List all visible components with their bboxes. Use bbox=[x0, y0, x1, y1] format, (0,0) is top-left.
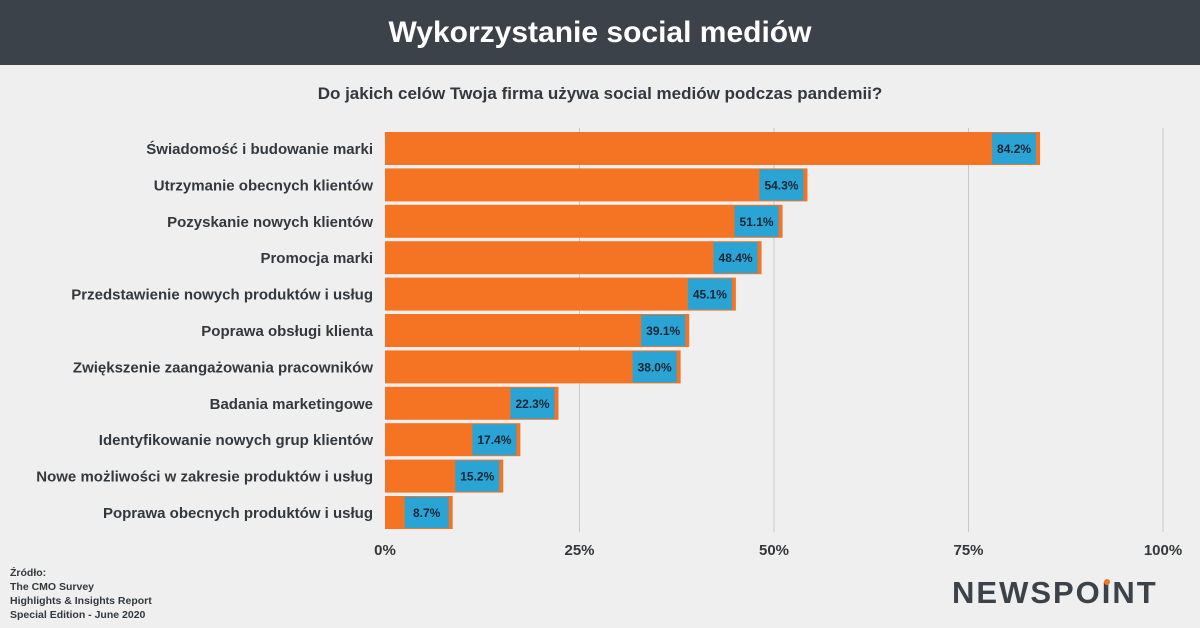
value-label-5: 39.1% bbox=[646, 324, 680, 338]
value-label-1: 54.3% bbox=[764, 178, 798, 192]
category-label-0: Świadomość i budowanie marki bbox=[146, 140, 373, 158]
category-label-3: Promocja marki bbox=[260, 250, 373, 267]
value-label-bg-9 bbox=[455, 460, 500, 492]
value-label-6: 38.0% bbox=[638, 360, 672, 374]
chart-title: Wykorzystanie social mediów bbox=[388, 15, 812, 49]
x-tick-label-0: 0% bbox=[374, 542, 396, 559]
value-label-8: 17.4% bbox=[477, 433, 511, 447]
value-label-bg-1 bbox=[759, 169, 804, 201]
logo-accent-dot bbox=[1104, 579, 1111, 585]
category-label-5: Poprawa obsługi klienta bbox=[201, 323, 373, 340]
category-label-4: Przedstawienie nowych produktów i usług bbox=[71, 287, 373, 304]
source-note: Źródło: The CMO Survey Highlights & Insi… bbox=[10, 566, 152, 622]
category-label-1: Utrzymanie obecnych klientów bbox=[154, 177, 374, 194]
newspoint-logo: NEWSPO I NT bbox=[952, 575, 1158, 611]
category-label-2: Pozyskanie nowych klientów bbox=[167, 214, 373, 231]
value-label-bg-4 bbox=[687, 278, 732, 310]
logo-text-start: NEWSPO bbox=[952, 575, 1102, 610]
bar-4 bbox=[385, 277, 736, 311]
x-tick-label-50: 50% bbox=[759, 542, 789, 559]
chart-subtitle: Do jakich celów Twoja firma używa social… bbox=[317, 84, 883, 103]
category-label-8: Identyfikowanie nowych grup klientów bbox=[99, 432, 374, 449]
bar-2 bbox=[385, 204, 783, 238]
value-label-bg-6 bbox=[632, 351, 677, 383]
bar-6 bbox=[385, 350, 681, 384]
x-tick-label-75: 75% bbox=[953, 542, 983, 559]
x-tick-label-25: 25% bbox=[564, 542, 594, 559]
source-line-label: Źródło: bbox=[10, 567, 47, 579]
category-label-9: Nowe możliwości w zakresie produktów i u… bbox=[36, 469, 373, 486]
value-label-9: 15.2% bbox=[460, 470, 494, 484]
source-line-name: The CMO Survey bbox=[10, 581, 95, 593]
value-label-bg-7 bbox=[510, 387, 555, 419]
category-label-7: Badania marketingowe bbox=[210, 396, 373, 413]
value-label-0: 84.2% bbox=[997, 142, 1031, 156]
logo-letter-i: I bbox=[1102, 575, 1113, 611]
source-line-edition: Special Edition - June 2020 bbox=[10, 609, 146, 621]
value-label-10: 8.7% bbox=[413, 506, 441, 520]
source-line-report: Highlights & Insights Report bbox=[10, 595, 152, 607]
x-tick-label-100: 100% bbox=[1144, 542, 1182, 559]
value-label-bg-10 bbox=[404, 497, 449, 528]
bar-1 bbox=[385, 168, 808, 202]
chart-header: Wykorzystanie social mediów bbox=[0, 0, 1200, 65]
category-label-6: Zwiększenie zaangażowania pracowników bbox=[73, 359, 373, 376]
value-label-bg-0 bbox=[992, 133, 1037, 164]
value-label-7: 22.3% bbox=[515, 397, 549, 411]
value-label-bg-3 bbox=[713, 242, 758, 274]
value-label-3: 48.4% bbox=[719, 251, 753, 265]
value-label-2: 51.1% bbox=[740, 215, 774, 229]
value-label-bg-2 bbox=[734, 205, 779, 237]
logo-i-glyph: I bbox=[1101, 575, 1113, 610]
category-label-10: Poprawa obecnych produktów i usług bbox=[103, 505, 373, 522]
bar-5 bbox=[385, 314, 690, 347]
bar-3 bbox=[385, 241, 762, 275]
value-label-bg-8 bbox=[472, 424, 517, 456]
bar-0 bbox=[385, 132, 1041, 165]
value-label-4: 45.1% bbox=[693, 288, 727, 302]
logo-text-end: NT bbox=[1112, 575, 1158, 610]
value-label-bg-5 bbox=[641, 315, 686, 346]
